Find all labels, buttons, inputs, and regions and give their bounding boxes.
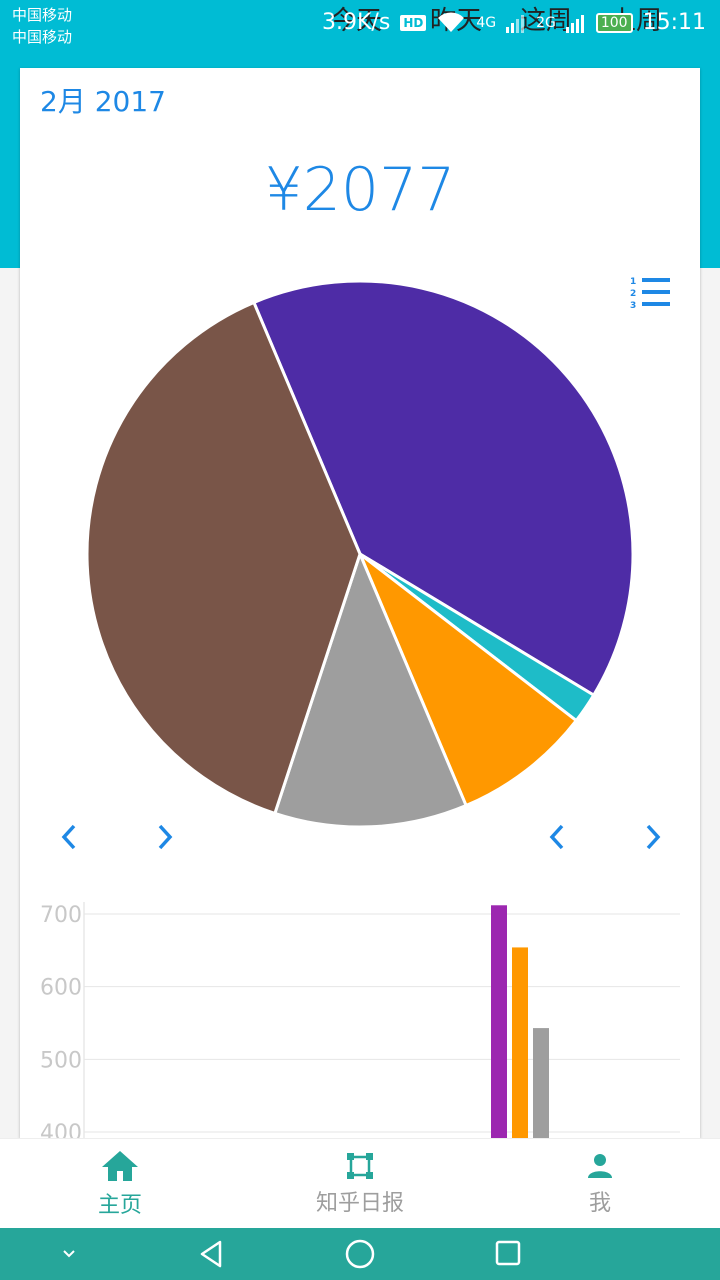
system-nav-bar [0, 1228, 720, 1280]
total-amount: ¥2077 [264, 155, 456, 225]
home-icon [102, 1151, 138, 1181]
nav-label-me: 我 [588, 1191, 611, 1216]
status-bar [0, 0, 720, 68]
y-tick-label: 500 [40, 1048, 82, 1073]
nav-label-home: 主页 [97, 1193, 142, 1218]
overlay-tab-this-week[interactable]: 这周 [520, 6, 573, 36]
month-label[interactable]: 2月 2017 [40, 85, 166, 118]
hd-badge: HD [400, 14, 427, 31]
nav-item-home[interactable]: 主页 [0, 1139, 240, 1229]
status-right: 3.9K/s HD 4G 2G 100 15:11 [322, 10, 706, 35]
bar-3[interactable] [533, 1028, 549, 1138]
wifi-icon [438, 11, 465, 32]
y-tick-label: 400 [40, 1121, 82, 1138]
pie-slice-3[interactable] [356, 549, 579, 808]
nav-label-zhihu-daily: 知乎日报 [315, 1191, 404, 1216]
ranked-list-icon[interactable]: 1 2 3 [628, 274, 672, 314]
chevron-right-icon[interactable] [638, 820, 668, 854]
signal-icon-2 [565, 14, 584, 33]
clock: 15:11 [642, 10, 706, 35]
svg-text:2: 2 [630, 289, 636, 299]
person-icon [588, 1154, 612, 1178]
y-tick-label: 600 [40, 976, 82, 1001]
y-tick-label: 700 [40, 903, 82, 928]
expense-bar-chart: 700 600 500 400 [40, 902, 680, 1138]
pie-slice-1[interactable] [251, 279, 635, 698]
carrier-info: 中国移动 中国移动 [12, 4, 72, 48]
bar-1[interactable] [491, 905, 507, 1138]
signal-icon-1 [506, 14, 525, 33]
pie-slice-4[interactable] [272, 549, 469, 829]
pie-slice-5[interactable] [85, 300, 362, 816]
frame-icon [347, 1153, 373, 1179]
nav-item-zhihu-daily[interactable]: 知乎日报 [240, 1139, 480, 1229]
svg-text:3: 3 [630, 301, 636, 311]
network-type-1: 4G [476, 14, 497, 31]
expense-pie-chart[interactable] [85, 278, 635, 830]
carrier-1: 中国移动 [12, 6, 73, 24]
overlay-tab-today[interactable]: 今天 [330, 6, 383, 36]
battery-level: 100 [595, 12, 633, 33]
recents-icon[interactable] [494, 1239, 524, 1269]
bottom-nav: 主页 知乎日报 我 [0, 1138, 720, 1229]
carrier-2: 中国移动 [12, 28, 73, 46]
back-icon[interactable] [196, 1238, 228, 1270]
chevron-right-icon[interactable] [150, 820, 180, 854]
nav-item-me[interactable]: 我 [480, 1139, 720, 1229]
chevron-left-icon[interactable] [542, 820, 572, 854]
net-speed: 3.9K/s [322, 10, 391, 35]
chevron-left-icon[interactable] [54, 820, 84, 854]
home-circle-icon[interactable] [344, 1238, 376, 1270]
svg-text:1: 1 [630, 277, 636, 287]
chevron-down-icon[interactable] [58, 1244, 80, 1264]
network-type-2: 2G [536, 14, 556, 31]
bar-2[interactable] [512, 947, 528, 1138]
